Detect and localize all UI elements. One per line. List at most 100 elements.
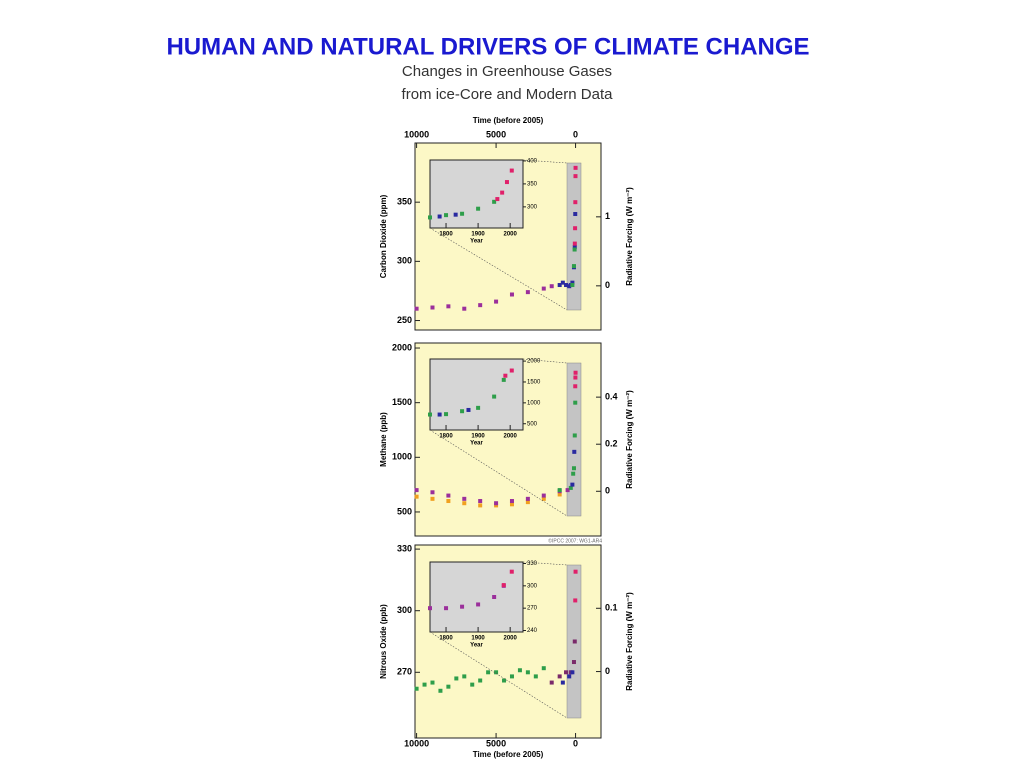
x-tick-label: 1800 bbox=[439, 232, 453, 238]
zoom-band bbox=[566, 162, 582, 311]
x-tick-label: 0 bbox=[573, 129, 578, 139]
x-tick-label: 5000 bbox=[486, 738, 506, 748]
data-point bbox=[444, 213, 449, 218]
data-point bbox=[430, 490, 435, 495]
data-point bbox=[557, 283, 562, 288]
y2-tick-label: 0.1 bbox=[605, 603, 618, 613]
data-point bbox=[568, 485, 573, 490]
data-point bbox=[571, 466, 576, 471]
inset-panel bbox=[429, 561, 524, 633]
x-tick-label: 10000 bbox=[404, 738, 429, 748]
y-axis-label: Methane (ppb) bbox=[379, 412, 388, 467]
x-tick-label: 2000 bbox=[503, 232, 517, 238]
data-point bbox=[492, 595, 497, 599]
data-point bbox=[486, 670, 491, 675]
data-point bbox=[494, 501, 499, 506]
data-point bbox=[495, 197, 500, 202]
x-axis-label: Time (before 2005) bbox=[473, 750, 544, 759]
zoom-connector bbox=[429, 227, 568, 311]
data-point bbox=[571, 471, 576, 476]
data-point bbox=[549, 680, 554, 685]
data-point bbox=[478, 678, 483, 683]
data-point bbox=[509, 569, 514, 574]
data-point bbox=[494, 299, 499, 304]
y2-tick-label: 0 bbox=[605, 666, 610, 676]
data-point bbox=[541, 493, 546, 498]
y2-axis-label: Radiative Forcing (W m⁻²) bbox=[625, 592, 634, 691]
data-point bbox=[573, 370, 578, 375]
y-tick-label: 400 bbox=[527, 158, 538, 164]
y2-tick-label: 0 bbox=[605, 486, 610, 496]
figure-title: Changes in Greenhouse Gases bbox=[402, 63, 612, 80]
data-point bbox=[567, 674, 572, 679]
data-point bbox=[571, 660, 576, 665]
data-point bbox=[428, 215, 432, 220]
data-point bbox=[573, 226, 578, 231]
inset-panel bbox=[429, 358, 524, 431]
y-axis-label: Carbon Dioxide (ppm) bbox=[379, 194, 388, 278]
x-tick-label: 10000 bbox=[404, 129, 429, 139]
zoom-connector bbox=[522, 159, 568, 164]
data-point bbox=[494, 670, 499, 675]
data-point bbox=[572, 247, 577, 252]
data-point bbox=[557, 492, 562, 497]
data-point bbox=[446, 499, 451, 504]
data-point bbox=[557, 488, 562, 493]
data-point bbox=[501, 377, 506, 382]
data-point bbox=[492, 199, 497, 204]
data-point bbox=[572, 449, 577, 454]
x-tick-label: 2000 bbox=[503, 636, 517, 642]
data-point bbox=[444, 606, 449, 611]
x-tick-label: 1800 bbox=[439, 434, 453, 440]
data-point bbox=[476, 405, 481, 410]
data-point bbox=[414, 306, 419, 311]
y-axis-label: Nitrous Oxide (ppb) bbox=[379, 604, 388, 679]
x-tick-label: 1900 bbox=[471, 434, 485, 440]
data-point bbox=[437, 214, 442, 219]
y-tick-label: 330 bbox=[527, 561, 538, 567]
data-point bbox=[460, 409, 465, 414]
x-tick-label: 2000 bbox=[503, 434, 517, 440]
data-point bbox=[478, 303, 483, 308]
y-tick-label: 500 bbox=[397, 506, 412, 516]
data-point bbox=[570, 482, 575, 487]
y-tick-label: 350 bbox=[527, 181, 538, 187]
y-tick-label: 1500 bbox=[392, 397, 412, 407]
data-point bbox=[525, 670, 530, 675]
data-point bbox=[430, 680, 435, 685]
y-tick-label: 240 bbox=[527, 628, 538, 634]
x-tick-label: 1800 bbox=[439, 636, 453, 642]
data-point bbox=[541, 286, 546, 291]
data-point bbox=[446, 684, 451, 689]
data-point bbox=[422, 682, 427, 687]
data-point bbox=[494, 503, 499, 508]
data-point bbox=[525, 500, 530, 505]
data-point bbox=[573, 400, 578, 405]
y-tick-label: 300 bbox=[397, 605, 412, 615]
y-tick-label: 300 bbox=[397, 256, 412, 266]
data-point bbox=[476, 206, 481, 211]
y-tick-label: 2000 bbox=[392, 342, 412, 352]
data-point bbox=[570, 283, 575, 288]
data-point bbox=[470, 682, 475, 687]
inset-panel bbox=[429, 159, 524, 229]
data-point bbox=[460, 211, 465, 216]
data-point bbox=[466, 407, 471, 412]
data-point bbox=[492, 394, 497, 399]
data-point bbox=[573, 174, 578, 179]
figure-title: from ice-Core and Modern Data bbox=[402, 86, 614, 103]
y-tick-label: 270 bbox=[397, 667, 412, 677]
y2-tick-label: 0.4 bbox=[605, 392, 618, 402]
y-tick-label: 1000 bbox=[527, 400, 541, 406]
y-tick-label: 350 bbox=[397, 197, 412, 207]
y2-tick-label: 0.2 bbox=[605, 439, 618, 449]
data-point bbox=[509, 499, 514, 504]
data-point bbox=[565, 488, 570, 493]
y-tick-label: 1000 bbox=[392, 452, 412, 462]
data-point bbox=[572, 433, 577, 438]
data-point bbox=[549, 284, 554, 289]
y2-axis-label: Radiative Forcing (W m⁻²) bbox=[625, 187, 634, 286]
data-point bbox=[571, 264, 576, 269]
